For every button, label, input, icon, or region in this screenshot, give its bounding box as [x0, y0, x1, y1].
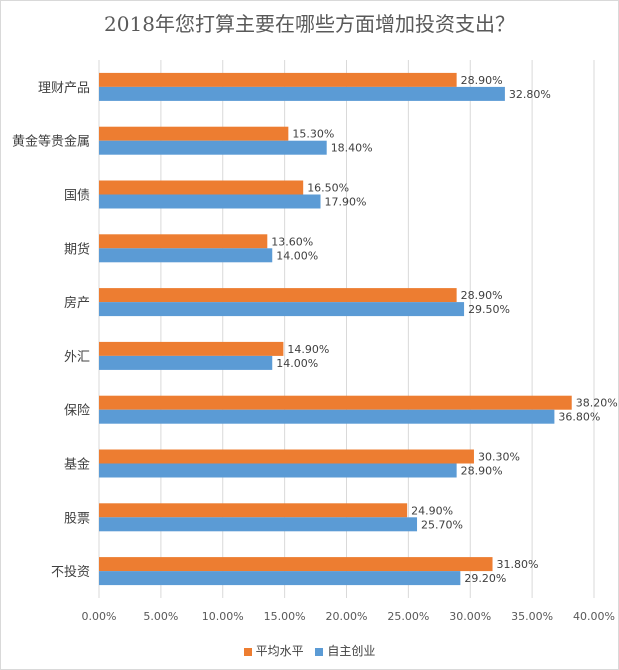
x-tick-label: 20.00%	[326, 610, 368, 623]
bar-entrepreneur	[99, 248, 273, 263]
legend-item-average: 平均水平	[243, 642, 304, 659]
bar-average	[99, 126, 289, 141]
data-label-average: 15.30%	[292, 128, 334, 141]
bar-average	[99, 503, 408, 518]
bar-entrepreneur	[99, 463, 457, 478]
x-tick-label: 40.00%	[573, 610, 615, 623]
data-label-entrepreneur: 29.20%	[464, 572, 506, 585]
bar-entrepreneur	[99, 140, 327, 155]
bar-entrepreneur	[99, 86, 505, 101]
bar-average	[99, 341, 284, 356]
category-label: 国债	[64, 189, 90, 204]
legend-swatch-entrepreneur	[315, 647, 324, 656]
bar-entrepreneur	[99, 355, 273, 370]
bar-entrepreneur	[99, 194, 321, 209]
x-tick-label: 0.00%	[82, 610, 117, 623]
x-tick-label: 5.00%	[143, 610, 178, 623]
bar-entrepreneur	[99, 409, 555, 424]
x-tick-label: 25.00%	[387, 610, 429, 623]
category-label: 期货	[64, 241, 90, 257]
bar-average	[99, 72, 457, 87]
bar-entrepreneur	[99, 571, 461, 586]
data-label-average: 24.90%	[411, 504, 453, 517]
data-label-average: 13.60%	[271, 235, 313, 248]
data-label-average: 16.50%	[307, 182, 349, 195]
data-label-average: 14.90%	[287, 343, 329, 356]
category-label: 外汇	[64, 350, 90, 365]
legend-swatch-average	[243, 647, 252, 656]
category-label: 理财产品	[38, 81, 90, 96]
data-label-entrepreneur: 17.90%	[325, 196, 367, 209]
x-tick-label: 10.00%	[202, 610, 244, 623]
category-label: 房产	[64, 295, 90, 311]
bar-entrepreneur	[99, 302, 465, 317]
data-label-entrepreneur: 18.40%	[331, 142, 373, 155]
chart-title: 2018年您打算主要在哪些方面增加投资支出？	[104, 12, 515, 36]
legend-label-entrepreneur: 自主创业	[327, 644, 376, 658]
category-label: 不投资	[51, 564, 90, 580]
category-label: 黄金等贵金属	[12, 134, 90, 150]
data-label-entrepreneur: 25.70%	[421, 518, 463, 531]
data-label-average: 28.90%	[461, 289, 503, 302]
data-label-entrepreneur: 36.80%	[558, 411, 600, 424]
x-tick-label: 30.00%	[449, 610, 491, 623]
bar-average	[99, 557, 493, 572]
data-label-average: 30.30%	[478, 451, 520, 464]
data-label-entrepreneur: 14.00%	[276, 357, 318, 370]
bar-average	[99, 234, 268, 249]
data-label-average: 38.20%	[576, 397, 618, 410]
bar-average	[99, 395, 572, 410]
data-label-entrepreneur: 32.80%	[509, 88, 551, 101]
data-label-average: 31.80%	[497, 558, 539, 571]
bar-chart: 0.00% 5.00% 10.00% 15.00% 20.00% 25.00% 30.00%…	[12, 60, 618, 623]
category-label: 基金	[64, 457, 90, 473]
bar-entrepreneur	[99, 517, 418, 532]
data-label-average: 28.90%	[461, 74, 503, 87]
category-label: 保险	[64, 404, 90, 419]
legend-item-entrepreneur: 自主创业	[315, 642, 375, 659]
category-label: 股票	[64, 511, 90, 526]
bar-average	[99, 180, 304, 195]
bar-average	[99, 449, 474, 464]
data-label-entrepreneur: 14.00%	[276, 249, 318, 262]
data-label-entrepreneur: 29.50%	[468, 303, 510, 316]
bar-average	[99, 288, 457, 303]
x-tick-label: 35.00%	[511, 610, 553, 623]
legend: 平均水平 自主创业	[0, 642, 619, 659]
x-tick-label: 15.00%	[264, 610, 306, 623]
data-label-entrepreneur: 28.90%	[461, 465, 503, 478]
legend-label-average: 平均水平	[255, 644, 304, 658]
